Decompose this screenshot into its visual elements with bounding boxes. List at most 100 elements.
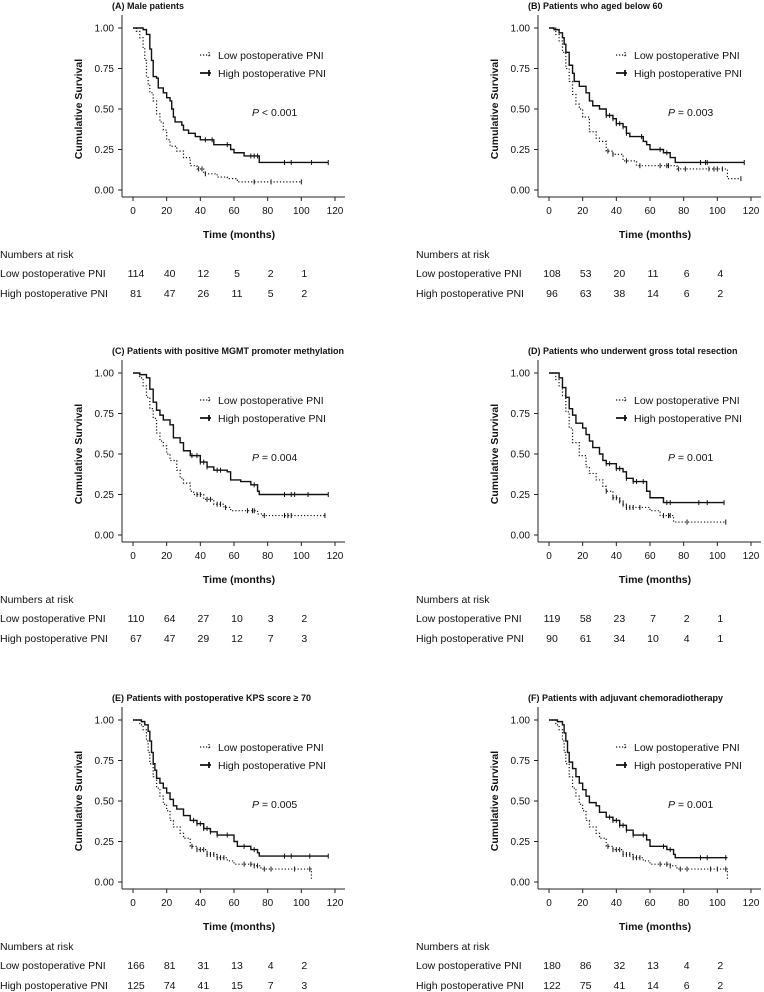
x-tick-label: 120 (743, 898, 760, 909)
x-tick-label: 20 (577, 206, 589, 217)
high-pni-survival-curve (549, 372, 725, 504)
y-tick-label: 0.00 (511, 878, 531, 889)
x-tick-label: 100 (709, 898, 726, 909)
p-value-text: = 0.005 (259, 799, 297, 811)
y-tick-label: 1.00 (511, 24, 531, 35)
x-axis-label: Time (months) (203, 229, 275, 241)
x-tick-label: 120 (327, 898, 344, 909)
p-value: P = 0.003 (668, 107, 713, 119)
legend-dotted-line-icon (200, 744, 211, 750)
risk-count: 41 (613, 980, 625, 992)
y-tick-label: 0.50 (511, 450, 531, 461)
risk-count: 5 (234, 268, 240, 280)
x-tick-label: 120 (743, 206, 760, 217)
risk-count: 38 (613, 288, 625, 300)
risk-count: 5 (268, 288, 274, 300)
y-axis-label: Cumulative Survival (73, 404, 85, 504)
y-tick-label: 0.25 (511, 837, 531, 848)
x-tick-label: 100 (709, 551, 726, 562)
risk-row-label: High postoperative PNI (0, 288, 108, 300)
legend-dotted-line-icon (200, 397, 211, 403)
x-tick-label: 60 (644, 206, 656, 217)
low-pni-survival-curve (549, 719, 729, 879)
x-tick-label: 40 (195, 551, 207, 562)
risk-count: 13 (647, 960, 659, 972)
x-tick-label: 20 (161, 898, 173, 909)
panel-title: (F) Patients with adjuvant chemoradiothe… (528, 693, 723, 703)
legend-label: High postoperative PNI (218, 68, 326, 80)
x-tick-label: 0 (546, 206, 552, 217)
x-tick-label: 60 (228, 551, 240, 562)
y-tick-label: 0.50 (511, 105, 531, 116)
p-value-text: = 0.004 (259, 452, 297, 464)
risk-count: 47 (164, 288, 176, 300)
risk-count: 2 (301, 613, 307, 625)
x-tick-label: 80 (262, 898, 274, 909)
p-value-text: = 0.001 (675, 799, 713, 811)
risk-count: 81 (164, 960, 176, 972)
y-tick-label: 0.50 (95, 450, 115, 461)
x-axis-label: Time (months) (619, 229, 691, 241)
legend-dotted-line-icon (616, 397, 627, 403)
risk-count: 114 (128, 268, 145, 280)
km-panel: (D) Patients who underwent gross total r… (416, 346, 761, 645)
risk-row-label: High postoperative PNI (416, 288, 524, 300)
low-pni-survival-curve (133, 372, 325, 517)
risk-count: 27 (197, 613, 209, 625)
km-panel: (B) Patients who aged below 60 0.00 0.25 0.… (416, 1, 761, 300)
x-tick-label: 80 (678, 206, 690, 217)
risk-row-label: High postoperative PNI (416, 980, 524, 992)
risk-count: 10 (231, 613, 243, 625)
y-tick-label: 0.50 (95, 105, 115, 116)
risk-count: 75 (580, 980, 592, 992)
risk-count: 125 (127, 980, 145, 992)
legend-dotted-line-icon (200, 52, 211, 58)
high-pni-survival-curve (133, 719, 329, 857)
legend-solid-line-icon (616, 415, 627, 421)
risk-count: 1 (717, 613, 723, 625)
y-tick-label: 1.00 (511, 716, 531, 727)
y-axis-label: Cumulative Survival (73, 59, 85, 159)
y-tick-label: 1.00 (95, 716, 115, 727)
x-tick-label: 0 (546, 898, 552, 909)
risk-count: 96 (546, 288, 558, 300)
y-tick-label: 0.25 (511, 145, 531, 156)
risk-row-label: Low postoperative PNI (416, 613, 522, 625)
risk-count: 11 (232, 288, 243, 300)
panel-title: (E) Patients with postoperative KPS scor… (112, 693, 311, 703)
legend-label: Low postoperative PNI (634, 395, 740, 407)
p-label: P (668, 107, 675, 119)
risk-count: 47 (164, 633, 176, 645)
y-tick-label: 0.75 (95, 756, 115, 767)
legend-label: High postoperative PNI (218, 413, 326, 425)
risk-count: 53 (580, 268, 592, 280)
risk-row-label: Low postoperative PNI (416, 268, 522, 280)
panel-title: (D) Patients who underwent gross total r… (528, 346, 738, 356)
x-tick-label: 100 (293, 206, 310, 217)
legend-label: Low postoperative PNI (218, 50, 324, 62)
x-tick-label: 40 (195, 206, 207, 217)
km-panel: (A) Male patients 0.00 0.25 0.50 0.75 1.00 0 20… (0, 1, 345, 300)
p-value: P < 0.001 (252, 107, 297, 119)
x-tick-label: 120 (327, 206, 344, 217)
risk-count: 11 (648, 268, 659, 280)
risk-count: 67 (130, 633, 142, 645)
x-tick-label: 80 (262, 206, 274, 217)
p-label: P (668, 799, 675, 811)
x-tick-label: 0 (130, 898, 136, 909)
risk-count: 2 (301, 288, 307, 300)
legend-label: High postoperative PNI (634, 760, 742, 772)
x-tick-label: 80 (678, 898, 690, 909)
x-axis-label: Time (months) (619, 921, 691, 933)
risk-count: 2 (717, 980, 723, 992)
y-tick-label: 1.00 (95, 24, 115, 35)
risk-table-header: Numbers at risk (416, 941, 490, 953)
y-tick-label: 0.00 (511, 186, 531, 197)
x-tick-label: 40 (611, 551, 623, 562)
legend-dotted-line-icon (616, 744, 627, 750)
y-tick-label: 0.50 (95, 797, 115, 808)
risk-count: 40 (164, 268, 176, 280)
high-pni-survival-curve (549, 719, 728, 859)
risk-count: 3 (301, 980, 307, 992)
risk-count: 7 (650, 613, 656, 625)
